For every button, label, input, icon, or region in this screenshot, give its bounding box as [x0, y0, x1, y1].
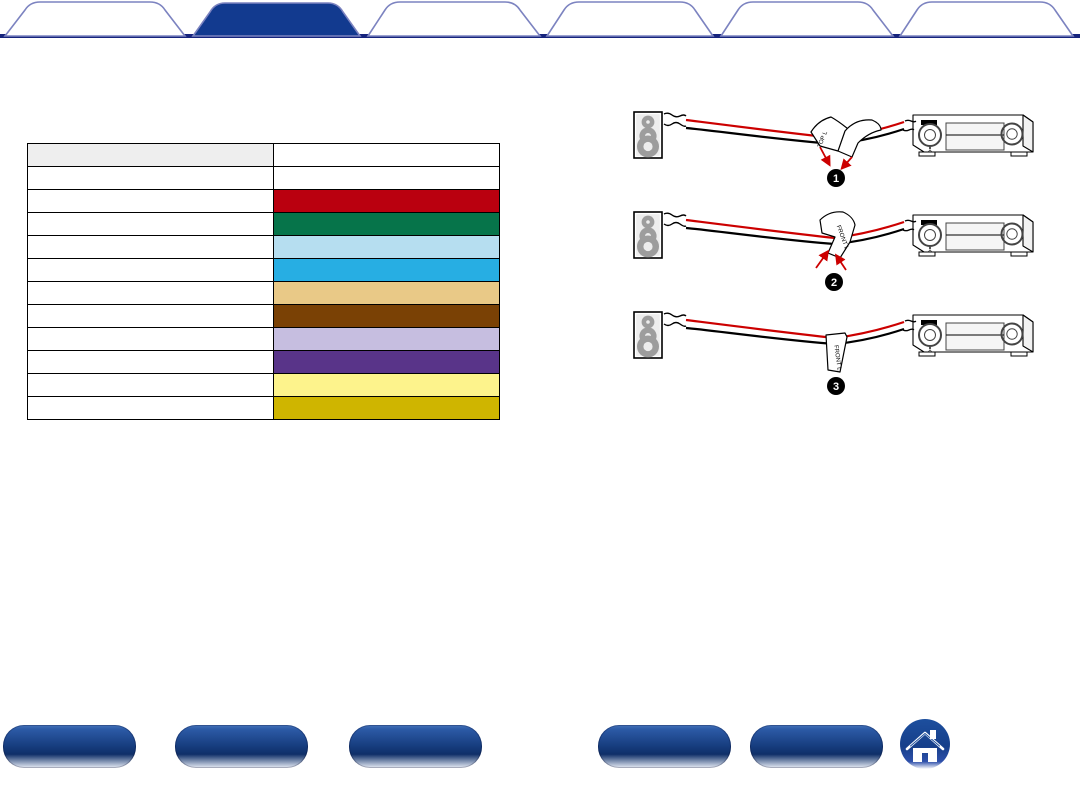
svg-text:1: 1: [833, 173, 839, 185]
svg-text:TOP L: TOP L: [817, 130, 829, 149]
svg-text:FRONT L: FRONT L: [832, 345, 842, 372]
svg-text:FRONT L: FRONT L: [835, 225, 850, 252]
svg-text:2: 2: [831, 277, 837, 289]
svg-text:3: 3: [833, 381, 839, 393]
